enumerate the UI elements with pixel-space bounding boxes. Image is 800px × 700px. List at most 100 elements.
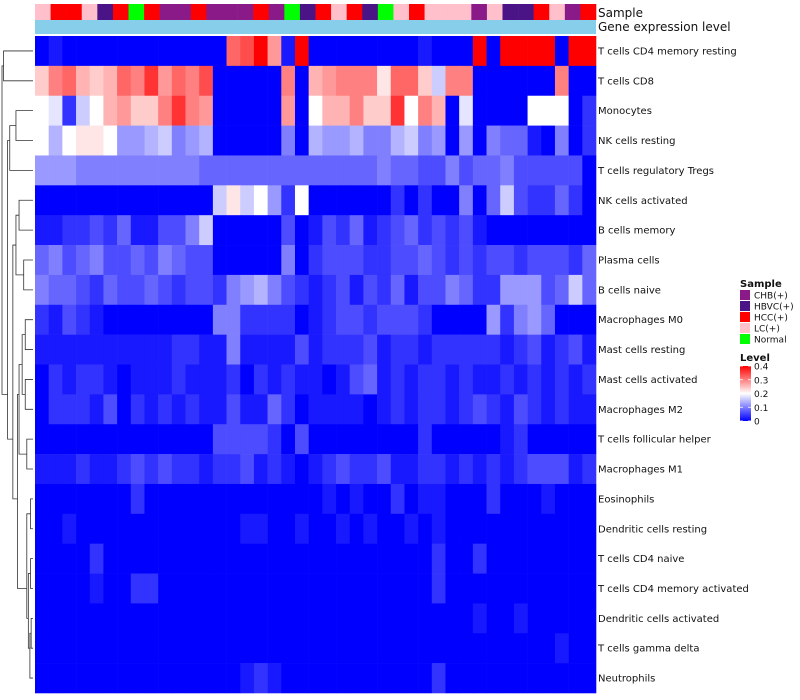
heatmap-cell (267, 155, 282, 186)
heatmap-cell (130, 483, 145, 515)
heatmap-cell (267, 274, 282, 306)
heatmap-cell (48, 513, 63, 544)
row-label: Macrophages M0 (598, 315, 683, 326)
heatmap-cell (582, 543, 597, 574)
heatmap-cell (62, 95, 77, 126)
heatmap-cell (541, 155, 556, 186)
heatmap-cell (144, 36, 159, 67)
heatmap-cell (431, 274, 446, 306)
heatmap-cell (117, 364, 132, 395)
row-label: Dendritic cells resting (598, 524, 707, 535)
heatmap-cell (294, 663, 309, 694)
heatmap-cell (308, 603, 323, 634)
row-label: Neutrophils (598, 674, 655, 685)
heatmap-cell (472, 36, 487, 67)
heatmap-cell (377, 364, 392, 395)
heatmap-cell (158, 513, 173, 544)
heatmap-cell (48, 633, 63, 664)
heatmap-cell (431, 454, 446, 485)
heatmap-cell (130, 95, 145, 126)
heatmap-cell (294, 65, 309, 97)
heatmap-cell (76, 185, 91, 216)
heatmap-cell (35, 424, 49, 455)
heatmap-cell (459, 603, 474, 634)
heatmap-cell (472, 424, 487, 455)
heatmap-cell (117, 185, 132, 216)
sample-cell (580, 4, 597, 20)
heatmap-cell (226, 304, 241, 335)
heatmap-cell (377, 215, 392, 246)
heatmap-cell (349, 245, 364, 276)
sample-cell (518, 4, 534, 20)
heatmap-cell (158, 304, 173, 335)
heatmap-cell (226, 663, 241, 694)
heatmap-cell (418, 95, 433, 126)
heatmap-cell (35, 663, 49, 694)
heatmap-cell (212, 394, 227, 425)
heatmap-cell (336, 364, 351, 395)
heatmap-cell (103, 95, 118, 126)
heatmap-cell (185, 394, 200, 425)
heatmap-cell (363, 513, 378, 544)
heatmap-cell (267, 65, 282, 97)
heatmap-cell (418, 394, 433, 425)
row-label: Macrophages M2 (598, 405, 683, 416)
heatmap-cell (281, 483, 296, 515)
heatmap-cell (445, 155, 460, 186)
sample-cell (237, 4, 254, 20)
heatmap-cell (240, 185, 255, 216)
sample-cell (175, 4, 192, 20)
heatmap-cell (472, 513, 487, 544)
heatmap-cell (513, 334, 528, 365)
heatmap-cell (527, 304, 542, 335)
heatmap-cell (363, 185, 378, 216)
heatmap-cell (117, 394, 132, 425)
heatmap-cell (267, 603, 282, 634)
heatmap-cell (294, 334, 309, 365)
heatmap-cell (76, 274, 91, 306)
heatmap-cell (418, 633, 433, 664)
row-labels: T cells CD4 memory resting T cells CD8 Mon… (597, 46, 749, 684)
heatmap-cell (349, 454, 364, 485)
heatmap-cell (267, 663, 282, 694)
heatmap-cell (486, 483, 501, 515)
heatmap-cell (541, 364, 556, 395)
heatmap-cell (363, 36, 378, 67)
heatmap-cell (35, 215, 49, 246)
heatmap-cell (144, 663, 159, 694)
heatmap-cell (582, 125, 597, 156)
heatmap-cell (445, 394, 460, 425)
heatmap-cell (472, 663, 487, 694)
heatmap-cell (513, 364, 528, 395)
heatmap-cell (527, 36, 542, 67)
heatmap-cell (226, 424, 241, 455)
heatmap-cell (582, 454, 597, 485)
dendrogram-branch (15, 214, 24, 276)
heatmap-cell (390, 573, 405, 604)
heatmap-cell (212, 155, 227, 186)
heatmap-cell (130, 304, 145, 335)
heatmap-cell (294, 633, 309, 664)
heatmap-cell (554, 274, 569, 306)
heatmap-cell (459, 573, 474, 604)
heatmap-cell (472, 573, 487, 604)
heatmap-cell (48, 155, 63, 186)
heatmap-cell (62, 603, 77, 634)
heatmap-cell (568, 65, 583, 97)
heatmap-cell (267, 334, 282, 365)
heatmap-cell (459, 215, 474, 246)
heatmap-cell (349, 663, 364, 694)
heatmap-cell (541, 573, 556, 604)
heatmap-cell (130, 334, 145, 365)
heatmap-cell (35, 125, 49, 156)
heatmap-cell (308, 125, 323, 156)
heatmap-cell (130, 543, 145, 574)
heatmap-cell (363, 364, 378, 395)
sample-cell (393, 4, 410, 20)
heatmap-cell (48, 334, 63, 365)
heatmap-cell (500, 304, 515, 335)
heatmap-cell (48, 304, 63, 335)
heatmap-cell (582, 513, 597, 544)
heatmap-cell (185, 274, 200, 306)
heatmap-cell (431, 245, 446, 276)
